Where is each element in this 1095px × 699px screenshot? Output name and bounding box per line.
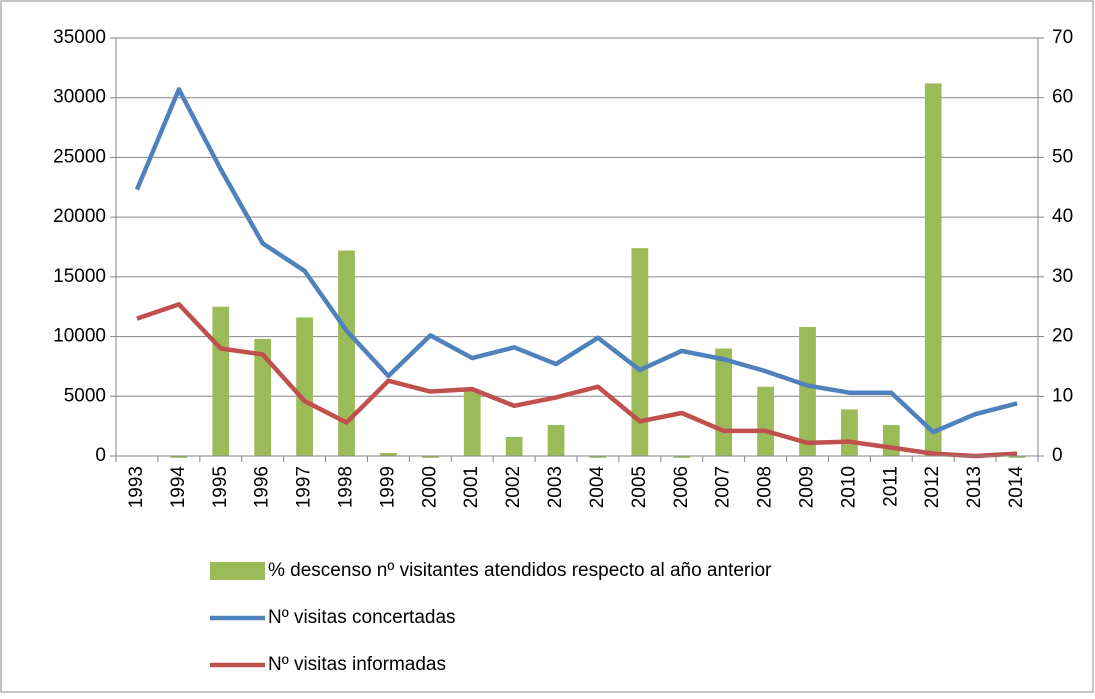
bar [757, 386, 774, 456]
x-tick-label: 2008 [755, 466, 776, 508]
bar [421, 456, 439, 458]
bar [463, 390, 481, 456]
x-tick-label: 2007 [713, 466, 734, 508]
bar [1008, 456, 1026, 458]
legend-label: Nº visitas concertadas [268, 607, 456, 628]
x-tick-label: 2011 [880, 466, 901, 507]
y-tick-label: 15000 [53, 266, 106, 287]
y-tick-label: 0 [95, 445, 106, 466]
bar [924, 83, 942, 456]
bar [631, 248, 649, 456]
y-tick-label: 30000 [53, 87, 106, 108]
y-tick-label: 25000 [53, 146, 106, 167]
bar [296, 317, 313, 456]
y2-tick-label: 30 [1052, 266, 1073, 287]
y2-tick-label: 70 [1052, 27, 1073, 48]
y2-tick-label: 20 [1052, 326, 1073, 347]
y-tick-label: 20000 [53, 206, 106, 227]
bar [673, 456, 691, 458]
y2-tick-label: 10 [1052, 385, 1073, 406]
legend-label: % descenso nº visitantes atendidos respe… [268, 560, 772, 581]
bar [254, 338, 272, 456]
bar [212, 306, 230, 456]
x-tick-label: 1995 [210, 466, 231, 508]
y-tick-label: 5000 [64, 385, 106, 406]
y2-tick-label: 60 [1052, 87, 1073, 108]
line [136, 302, 1018, 459]
bar [589, 456, 607, 458]
bar [841, 409, 858, 456]
y2-tick-label: 0 [1052, 445, 1063, 466]
x-tick-label: 2002 [503, 466, 524, 508]
x-tick-label: 2004 [587, 466, 608, 509]
x-tick-label: 2006 [671, 466, 692, 508]
legend-swatch [210, 562, 265, 580]
y2-tick-label: 50 [1052, 146, 1073, 167]
x-tick-label: 1999 [377, 466, 398, 508]
x-tick-label: 1998 [336, 466, 357, 508]
y-tick-label: 10000 [53, 326, 106, 347]
x-tick-label: 1996 [252, 466, 273, 508]
x-tick-label: 2014 [1006, 466, 1027, 509]
bar [882, 424, 900, 456]
x-tick-label: 2003 [545, 466, 566, 508]
x-tick-label: 2009 [797, 466, 818, 508]
bar [170, 456, 188, 458]
bar [547, 424, 565, 456]
x-tick-label: 1993 [126, 466, 147, 508]
x-tick-label: 1994 [168, 466, 189, 509]
bar [380, 453, 397, 456]
x-tick-label: 2005 [629, 466, 650, 508]
x-tick-label: 1997 [294, 466, 315, 508]
x-tick-label: 2013 [964, 466, 985, 508]
y2-tick-label: 40 [1052, 206, 1073, 227]
x-tick-label: 2001 [461, 466, 482, 508]
bar [799, 327, 816, 456]
legend-label: Nº visitas informadas [268, 654, 446, 675]
x-tick-label: 2000 [419, 466, 440, 508]
x-tick-label: 2010 [838, 466, 859, 508]
x-tick-label: 2012 [922, 466, 943, 508]
bar [715, 348, 733, 456]
y-tick-label: 35000 [53, 27, 106, 48]
bar [505, 436, 523, 456]
bar [338, 250, 355, 456]
line [134, 87, 1018, 435]
